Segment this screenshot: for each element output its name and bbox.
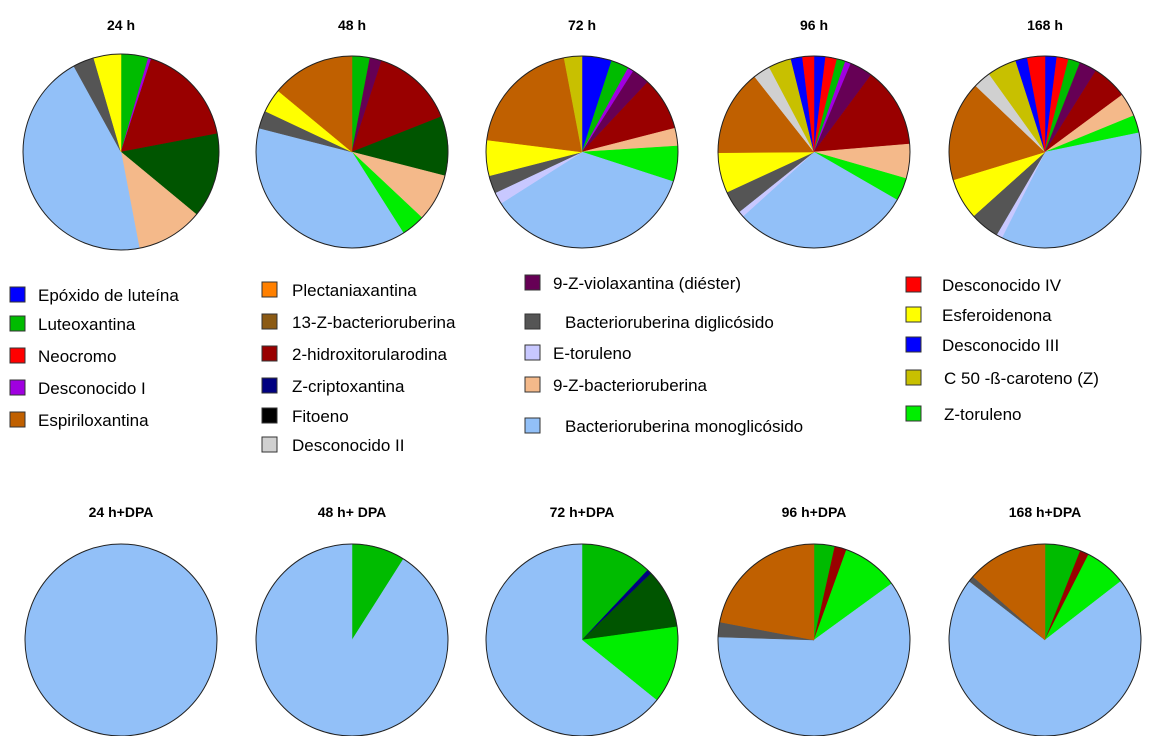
chart-title: 48 h [338, 17, 366, 33]
legend-swatch [524, 313, 541, 330]
pie-chart-24-h: 24 h [22, 17, 220, 251]
legend-swatch [261, 407, 278, 424]
chart-title: 96 h+DPA [782, 504, 847, 520]
pie-chart-72-h: 72 h [485, 17, 679, 249]
legend-item-espiriloxantina: Espiriloxantina [9, 411, 149, 430]
legend-item-9-z-bacterioruberina: 9-Z-bacterioruberina [524, 376, 708, 395]
pie-chart-96-h-dpa: 96 h+DPA [717, 504, 911, 736]
pie-slice [24, 543, 218, 736]
legend-swatch [261, 436, 278, 453]
legend-item-bacterioruberina-monoglic-sido: Bacterioruberina monoglicósido [524, 417, 803, 436]
legend-item-bacterioruberina-diglic-sido: Bacterioruberina diglicósido [524, 313, 774, 332]
legend-label: Plectaniaxantina [292, 281, 417, 300]
chart-title: 72 h+DPA [550, 504, 615, 520]
legend-swatch [9, 315, 26, 332]
legend-item-c-50-caroteno-z: C 50 -ß-caroteno (Z) [905, 369, 1099, 388]
pie-outline [948, 543, 1142, 736]
legend-label: 9-Z-bacterioruberina [553, 376, 708, 395]
legend-swatch [905, 306, 922, 323]
pie-outline [485, 55, 679, 249]
legend-item-e-toruleno: E-toruleno [524, 344, 631, 363]
legend-label: Bacterioruberina diglicósido [565, 313, 774, 332]
pie-chart-72-h-dpa: 72 h+DPA [485, 504, 679, 736]
chart-title: 96 h [800, 17, 828, 33]
legend-item-z-toruleno: Z-toruleno [905, 405, 1021, 424]
legend-item-2-hidroxitorularodina: 2-hidroxitorularodina [261, 345, 448, 364]
legend-label: 13-Z-bacterioruberina [292, 313, 456, 332]
pie-outline [717, 55, 911, 249]
legend-label: Z-toruleno [944, 405, 1021, 424]
legend-item-desconocido-iv: Desconocido IV [905, 276, 1062, 295]
chart-title: 168 h+DPA [1009, 504, 1082, 520]
legend-item-esferoidenona: Esferoidenona [905, 306, 1052, 325]
pie-outline [485, 543, 679, 736]
legend-swatch [9, 411, 26, 428]
pie-outline [255, 55, 449, 249]
legend-label: Esferoidenona [942, 306, 1052, 325]
legend-label: C 50 -ß-caroteno (Z) [944, 369, 1099, 388]
legend-label: Desconocido III [942, 336, 1059, 355]
legend-swatch [524, 274, 541, 291]
chart-title: 168 h [1027, 17, 1063, 33]
legend-label: Bacterioruberina monoglicósido [565, 417, 803, 436]
legend-swatch [261, 345, 278, 362]
pie-slice [255, 543, 449, 736]
legend-swatch [905, 276, 922, 293]
legend-swatch [905, 336, 922, 353]
legend-label: Desconocido I [38, 379, 146, 398]
legend-label: Desconocido II [292, 436, 404, 455]
legend-item-desconocido-ii: Desconocido II [261, 436, 404, 455]
pie-outline [948, 55, 1142, 249]
legend-item-desconocido-iii: Desconocido III [905, 336, 1059, 355]
legend-swatch [524, 417, 541, 434]
legend-label: Desconocido IV [942, 276, 1062, 295]
legend-swatch [9, 347, 26, 364]
pie-chart-168-h-dpa: 168 h+DPA [948, 504, 1142, 736]
pie-chart-24-h-dpa: 24 h+DPA [24, 504, 218, 736]
chart-title: 48 h+ DPA [318, 504, 387, 520]
legend-item-z-criptoxantina: Z-criptoxantina [261, 377, 405, 396]
legend-item-neocromo: Neocromo [9, 347, 116, 366]
legend-label: Luteoxantina [38, 315, 136, 334]
legend-swatch [9, 286, 26, 303]
pie-chart-48-h-dpa: 48 h+ DPA [255, 504, 449, 736]
legend-label: Neocromo [38, 347, 116, 366]
pie-chart-48-h: 48 h [255, 17, 449, 249]
legend-swatch [261, 377, 278, 394]
legend-swatch [905, 369, 922, 386]
legend-label: 9-Z-violaxantina (diéster) [553, 274, 741, 293]
legend-label: 2-hidroxitorularodina [292, 345, 448, 364]
legend-label: Epóxido de luteína [38, 286, 179, 305]
legend-label: Fitoeno [292, 407, 349, 426]
legend-item-ep-xido-de-lute-na: Epóxido de luteína [9, 286, 179, 305]
chart-title: 72 h [568, 17, 596, 33]
legend-label: Espiriloxantina [38, 411, 149, 430]
legend-item-plectaniaxantina: Plectaniaxantina [261, 281, 417, 300]
chart-title: 24 h+DPA [89, 504, 154, 520]
legend-swatch [524, 344, 541, 361]
legend-item-desconocido-i: Desconocido I [9, 379, 146, 398]
pie-chart-96-h: 96 h [717, 17, 911, 249]
legend-item-luteoxantina: Luteoxantina [9, 315, 136, 334]
pie-outline [255, 543, 449, 736]
pie-chart-168-h: 168 h [948, 17, 1142, 249]
legend-swatch [261, 281, 278, 298]
legend-item-13-z-bacterioruberina: 13-Z-bacterioruberina [261, 313, 456, 332]
legend-label: E-toruleno [553, 344, 631, 363]
pie-outline [22, 53, 220, 251]
legend-item-fitoeno: Fitoeno [261, 407, 349, 426]
legend-swatch [905, 405, 922, 422]
legend-label: Z-criptoxantina [292, 377, 405, 396]
legend-swatch [9, 379, 26, 396]
legend-item-9-z-violaxantina-di-ster: 9-Z-violaxantina (diéster) [524, 274, 741, 293]
chart-title: 24 h [107, 17, 135, 33]
legend-swatch [261, 313, 278, 330]
pie-outline [717, 543, 911, 736]
legend: Epóxido de luteína Luteoxantina Neocromo De… [9, 274, 1099, 455]
legend-swatch [524, 376, 541, 393]
